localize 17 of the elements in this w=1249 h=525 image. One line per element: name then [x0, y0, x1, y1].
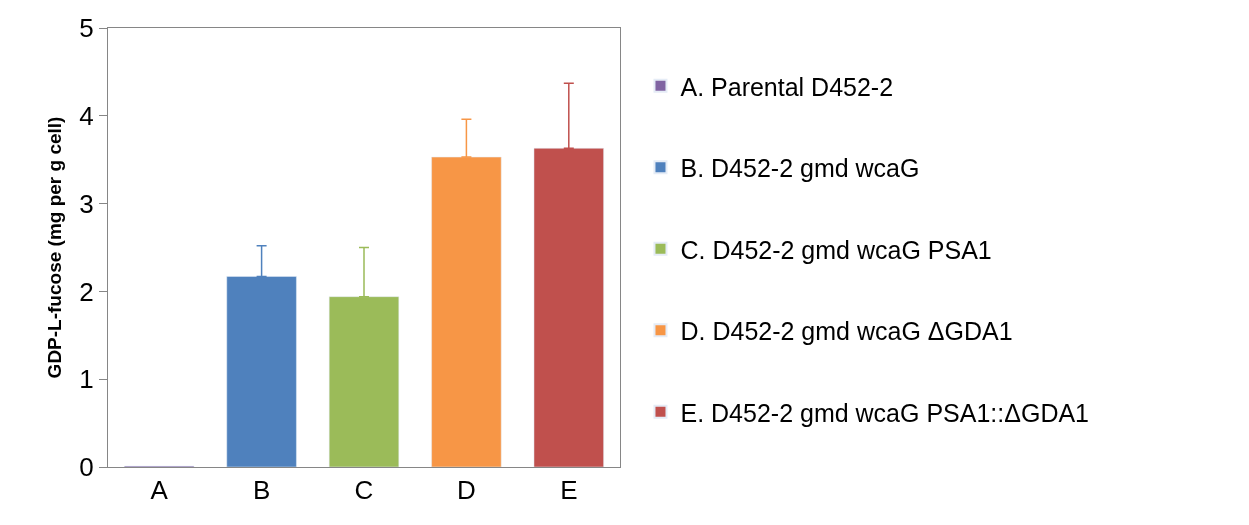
x-tick-label: C: [354, 475, 374, 506]
y-axis-title: GDP-L-fucose (mg per g cell): [44, 116, 66, 379]
y-tick-label: 3: [79, 188, 94, 219]
x-tick-label: D: [457, 475, 476, 506]
x-tick-label: E: [560, 475, 578, 506]
x-tick-label: B: [252, 475, 271, 506]
legend-label: D. D452-2 gmd wcaG ΔGDA1: [680, 317, 1013, 346]
legend-label: A. Parental D452-2: [680, 72, 894, 101]
y-tick-label: 2: [79, 276, 94, 307]
y-tick-label: 1: [79, 364, 94, 395]
y-tick-label: 4: [79, 100, 94, 131]
x-tick-label: A: [150, 475, 169, 506]
legend-label: E. D452-2 gmd wcaG PSA1::ΔGDA1: [680, 398, 1090, 427]
legend-label: C. D452-2 gmd wcaG PSA1: [680, 235, 992, 264]
y-tick-label: 0: [79, 452, 94, 483]
legend-label: B. D452-2 gmd wcaG: [680, 154, 920, 183]
y-tick-label: 5: [79, 13, 94, 44]
